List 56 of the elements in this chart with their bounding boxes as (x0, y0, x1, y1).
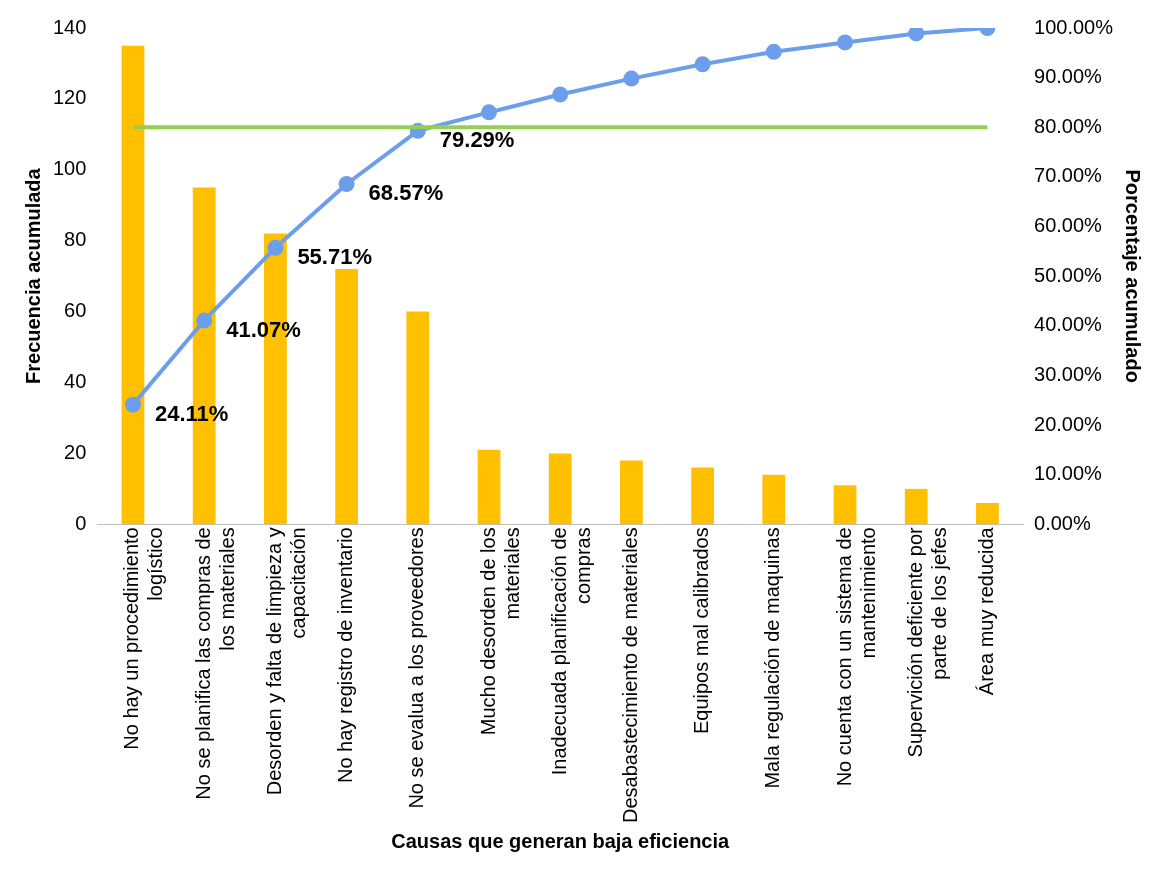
x-tick-label: Mala regulación de maquinas (761, 527, 784, 789)
y2-tick-label: 40.00% (1034, 313, 1103, 336)
point (124, 396, 141, 413)
y-tick-label: 40 (64, 370, 87, 393)
y2-tick-label: 70.00% (1034, 164, 1103, 187)
x-tick-label: Desabastecimiento de materiales (618, 527, 641, 823)
x-tick-label: Equipos mal calibrados (690, 527, 713, 735)
bar (406, 311, 430, 525)
point (196, 312, 213, 329)
y-tick-label: 120 (52, 86, 87, 109)
x-axis-title: Causas que generan baja eficiencia (391, 829, 731, 852)
y2-tick-label: 30.00% (1034, 362, 1103, 385)
x-tick-label: No cuenta con un sistema de mantenimiento (832, 527, 879, 787)
y2-tick-label: 20.00% (1034, 412, 1103, 435)
point (837, 34, 854, 51)
data-label: 55.71% (297, 243, 373, 269)
data-label: 68.57% (368, 180, 444, 206)
bar (620, 460, 643, 525)
point (908, 28, 925, 42)
bar (976, 503, 999, 525)
y2-tick-label: 90.00% (1034, 65, 1103, 88)
y-axis-title: Frecuencia acumulada (21, 167, 44, 384)
bar (833, 485, 857, 525)
bar (477, 449, 501, 525)
y-tick-label: 140 (52, 15, 87, 38)
point (338, 175, 355, 192)
x-tick-label: No se evalua a los proveedores (405, 527, 428, 809)
point (267, 239, 284, 256)
point (552, 86, 569, 103)
x-tick-label: Área muy reducida (974, 526, 997, 696)
y2-tick-label: 100.00% (1034, 15, 1114, 38)
x-tick-label: Mucho desorden de los materiales (476, 527, 523, 736)
bar (904, 488, 928, 525)
y-tick-label: 100 (52, 157, 87, 180)
point (623, 70, 640, 87)
y2-axis-title: Porcentaje acumulado (1122, 169, 1145, 383)
y2-tick-label: 10.00% (1034, 462, 1103, 485)
bar (548, 453, 572, 525)
y-tick-label: 0 (75, 511, 87, 534)
point (765, 43, 782, 60)
bar (335, 269, 358, 525)
y2-tick-label: 0.00% (1034, 511, 1091, 534)
bar (121, 45, 145, 525)
data-label: 79.29% (439, 126, 515, 152)
y2-tick-label: 60.00% (1034, 214, 1103, 237)
y-tick-label: 60 (64, 299, 87, 322)
y2-tick-label: 80.00% (1034, 114, 1103, 137)
bar (762, 474, 786, 525)
bar (691, 467, 715, 525)
y2-tick-label: 50.00% (1034, 263, 1103, 286)
x-tick-label: No hay registro de inventario (334, 527, 357, 783)
x-tick-label: No hay un procedimiento logístico (120, 527, 167, 750)
y-tick-label: 80 (64, 228, 87, 251)
point (481, 104, 497, 121)
point (694, 56, 711, 73)
y-tick-label: 20 (64, 440, 87, 463)
